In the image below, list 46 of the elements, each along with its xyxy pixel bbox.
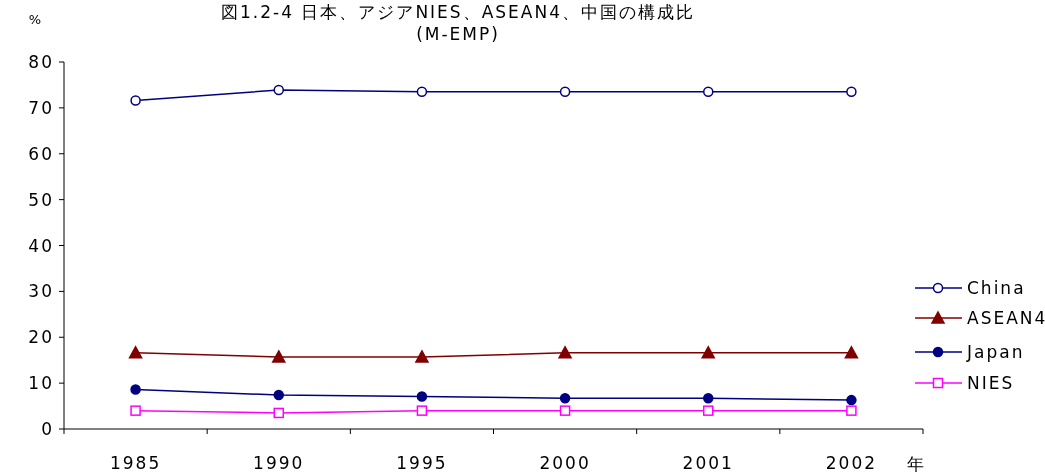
y-axis-title: % bbox=[28, 12, 44, 27]
point bbox=[130, 384, 141, 395]
y-tick-label: 20 bbox=[28, 327, 54, 348]
point bbox=[559, 86, 571, 98]
point bbox=[703, 86, 714, 98]
y-tick-label: 30 bbox=[28, 281, 54, 302]
x-tick-label: 1990 bbox=[253, 453, 305, 473]
point bbox=[846, 394, 857, 406]
point bbox=[844, 346, 859, 359]
point bbox=[703, 393, 714, 404]
point bbox=[130, 95, 141, 106]
y-tick-label: 50 bbox=[28, 189, 54, 210]
point bbox=[415, 350, 429, 363]
point bbox=[416, 405, 428, 416]
chart-subtitle: (M-EMP) bbox=[416, 24, 500, 44]
point bbox=[130, 405, 141, 416]
point bbox=[846, 405, 857, 416]
x-axis-title: 年 bbox=[906, 454, 926, 474]
point bbox=[559, 393, 571, 404]
x-tick-label: 1985 bbox=[109, 453, 162, 473]
y-tick-label: 70 bbox=[28, 97, 54, 118]
legend-label: Japan bbox=[966, 342, 1025, 362]
point bbox=[701, 346, 715, 359]
x-tick-label: 2002 bbox=[825, 453, 878, 473]
x-tick-label: 2001 bbox=[682, 453, 734, 473]
point bbox=[273, 389, 284, 401]
y-tick-label: 10 bbox=[28, 373, 54, 394]
point bbox=[558, 346, 572, 359]
y-tick-label: 60 bbox=[28, 143, 54, 164]
point bbox=[128, 346, 143, 359]
point bbox=[846, 86, 857, 98]
legend-label: China bbox=[967, 278, 1026, 298]
point bbox=[703, 405, 714, 416]
point bbox=[416, 86, 428, 98]
y-tick-label: 0 bbox=[41, 419, 54, 439]
legend-label: NIES bbox=[967, 373, 1015, 393]
x-tick-label: 1995 bbox=[396, 453, 448, 473]
chart-title: 図1.2-4 日本、アジアNIES、ASEAN4、中国の構成比 bbox=[221, 2, 695, 22]
x-tick-label: 2000 bbox=[539, 453, 591, 473]
point bbox=[416, 391, 428, 402]
point bbox=[559, 405, 571, 416]
point bbox=[272, 350, 286, 363]
point bbox=[273, 84, 284, 96]
y-tick-label: 80 bbox=[28, 52, 54, 72]
point bbox=[273, 407, 284, 419]
y-tick-label: 40 bbox=[28, 235, 54, 256]
